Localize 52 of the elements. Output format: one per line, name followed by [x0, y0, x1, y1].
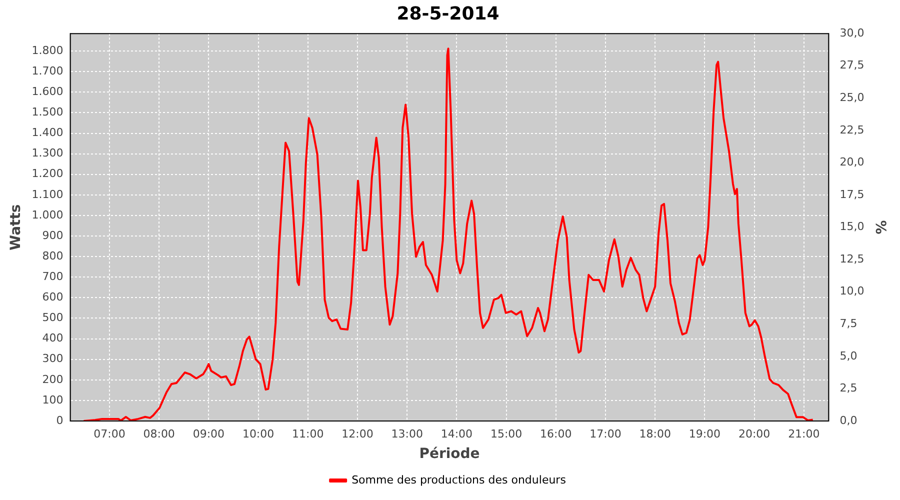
y2-tick-label: 30,0 — [840, 26, 864, 40]
y-tick-label: 100 — [42, 393, 64, 406]
y2-tick-label: 12,5 — [840, 252, 864, 266]
y-tick-label: 200 — [42, 372, 64, 386]
y2-tick-label: 22,5 — [840, 123, 864, 136]
y-tick-label: 1.600 — [32, 85, 64, 98]
x-tick-label: 07:00 — [94, 427, 126, 440]
x-tick-label: 19:00 — [688, 427, 721, 440]
y-axis-title: Watts — [8, 204, 24, 250]
x-tick-label: 08:00 — [143, 427, 175, 440]
y2-tick-label: 20,0 — [840, 156, 864, 169]
y-tick-label: 1.200 — [32, 167, 64, 180]
x-tick-label: 15:00 — [490, 427, 522, 440]
y2-tick-label: 7,5 — [840, 317, 858, 330]
y-tick-label: 1.400 — [32, 126, 64, 140]
x-tick-label: 09:00 — [192, 427, 225, 440]
y2-tick-label: 5,0 — [840, 349, 858, 362]
y2-tick-label: 15,0 — [840, 220, 864, 234]
x-tick-label: 14:00 — [440, 427, 473, 440]
y2-tick-label: 27,5 — [840, 58, 864, 72]
x-tick-label: 10:00 — [242, 427, 274, 440]
y-tick-label: 1.300 — [32, 146, 64, 160]
y2-tick-label: 0,0 — [840, 414, 858, 427]
x-tick-label: 21:00 — [788, 427, 820, 440]
x-tick-label: 13:00 — [391, 427, 423, 440]
y-tick-label: 1.100 — [32, 188, 64, 201]
y-tick-label: 600 — [42, 290, 64, 304]
y-tick-label: 1.000 — [32, 208, 64, 222]
y-tick-label: 300 — [42, 352, 64, 366]
y-tick-label: 900 — [42, 228, 64, 242]
x-axis-title: Période — [419, 446, 480, 462]
y-tick-label: 1.800 — [32, 44, 64, 57]
y-tick-label: 700 — [42, 270, 64, 283]
x-tick-label: 18:00 — [639, 427, 671, 440]
y-tick-label: 1.500 — [32, 106, 64, 119]
y2-tick-label: 17,5 — [840, 188, 864, 201]
chart-title: 28-5-2014 — [396, 3, 500, 24]
x-tick-label: 20:00 — [738, 427, 770, 440]
y-tick-label: 0 — [56, 414, 64, 427]
y2-tick-label: 2,5 — [840, 382, 858, 395]
y-tick-label: 800 — [42, 249, 64, 262]
y2-axis-title: % — [872, 220, 888, 234]
y-tick-label: 500 — [42, 311, 64, 324]
y-tick-label: 1.700 — [32, 64, 64, 78]
y2-tick-label: 25,0 — [840, 91, 864, 104]
legend-label: Somme des productions des onduleurs — [352, 473, 566, 486]
x-tick-label: 17:00 — [590, 427, 622, 440]
y2-tick-label: 10,0 — [840, 284, 864, 298]
x-tick-label: 11:00 — [292, 427, 324, 440]
y-tick-label: 400 — [42, 332, 64, 345]
x-tick-label: 12:00 — [342, 427, 374, 440]
x-tick-label: 16:00 — [540, 427, 572, 440]
